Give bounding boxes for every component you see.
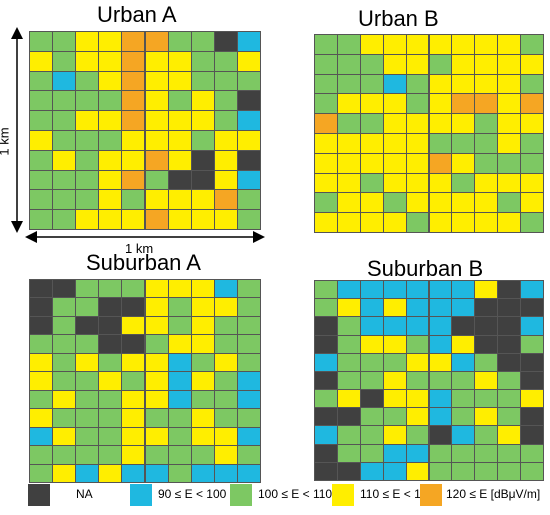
legend-swatch-110-120 bbox=[332, 484, 354, 506]
title-suburban-b: Suburban B bbox=[367, 256, 484, 281]
grid-cell-100-110 bbox=[520, 212, 544, 233]
legend-swatch-120-plus bbox=[420, 484, 442, 506]
legend-label-110-120: 110 ≤ E < 120 bbox=[360, 487, 435, 501]
legend-swatch-90-100 bbox=[130, 484, 152, 506]
grid-cell-90-100 bbox=[236, 463, 261, 483]
title-urban-b: Urban B bbox=[358, 6, 439, 31]
legend-label-na: NA bbox=[76, 487, 93, 501]
grid-suburban-b bbox=[314, 280, 544, 481]
legend: NA 90 ≤ E < 100 100 ≤ E < 110 110 ≤ E < … bbox=[0, 480, 550, 510]
legend-label-120-plus: 120 ≤ E [dBμV/m] bbox=[446, 487, 541, 501]
grid-cell-100-110 bbox=[236, 209, 261, 230]
legend-label-90-100: 90 ≤ E < 100 bbox=[158, 487, 227, 501]
legend-swatch-100-110 bbox=[230, 484, 252, 506]
title-suburban-a: Suburban A bbox=[86, 250, 201, 275]
grid-urban-a bbox=[29, 31, 261, 230]
legend-swatch-na bbox=[28, 484, 50, 506]
grid-cell-100-110 bbox=[520, 461, 544, 481]
grid-urban-b bbox=[314, 34, 544, 233]
title-urban-a: Urban A bbox=[97, 2, 177, 27]
horizontal-scale-label: 1 km bbox=[125, 241, 154, 256]
vertical-scale-label: 1 km bbox=[0, 127, 12, 155]
grid-suburban-a bbox=[29, 279, 261, 483]
legend-label-100-110: 100 ≤ E < 110 bbox=[258, 487, 333, 501]
